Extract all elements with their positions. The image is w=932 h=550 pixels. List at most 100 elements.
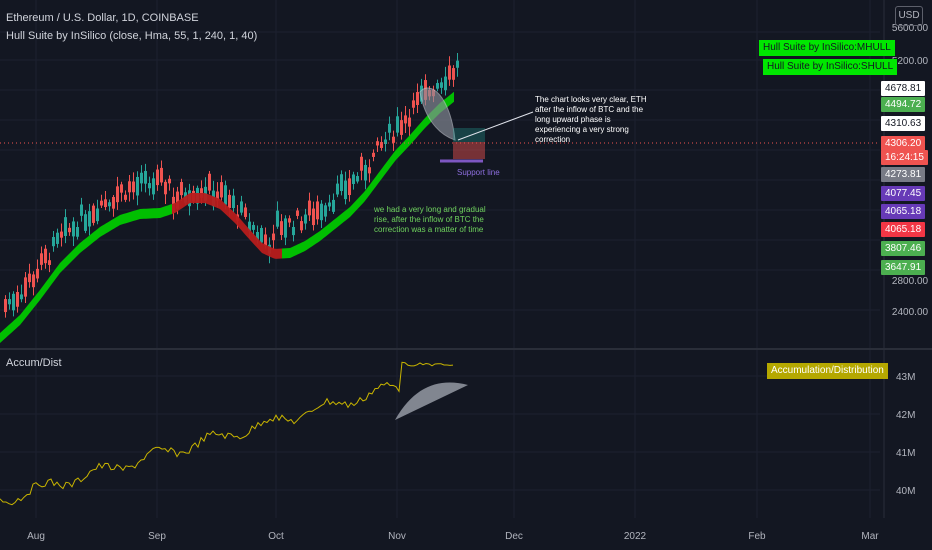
- candle-body: [412, 100, 415, 108]
- candle-body: [316, 201, 319, 220]
- candle-body: [216, 191, 219, 201]
- price-badge: 4494.72: [881, 97, 926, 112]
- candle-body: [24, 277, 27, 297]
- candle-body: [124, 194, 127, 200]
- candle-body: [140, 172, 143, 184]
- candle-body: [228, 194, 231, 208]
- support-line-label: Support line: [457, 168, 500, 177]
- candle-body: [20, 294, 23, 300]
- candle-body: [76, 226, 79, 237]
- candle-body: [248, 221, 251, 232]
- candle-body: [220, 182, 223, 198]
- correction-shape: [419, 87, 456, 141]
- candle-body: [356, 176, 359, 182]
- candle-body: [364, 164, 367, 181]
- chart-title: Ethereum / U.S. Dollar, 1D, COINBASE: [6, 12, 199, 24]
- candle-body: [148, 183, 151, 189]
- candle-body: [276, 210, 279, 227]
- x-tick-label: Dec: [505, 531, 523, 542]
- candle-body: [244, 207, 247, 217]
- candle-body: [164, 181, 167, 195]
- x-tick-label: Aug: [27, 531, 45, 542]
- candle-body: [180, 182, 183, 196]
- candle-body: [8, 299, 11, 305]
- candle-body: [44, 248, 47, 264]
- candle-body: [360, 156, 363, 171]
- price-badge: 4310.63: [881, 116, 926, 131]
- candle-body: [380, 142, 383, 148]
- candle-body: [144, 170, 147, 184]
- candle-body: [448, 65, 451, 80]
- candle-body: [72, 221, 75, 237]
- candle-body: [328, 202, 331, 207]
- candle-body: [160, 167, 163, 183]
- ad-tick-label: 41M: [896, 448, 915, 459]
- mhull-legend: Hull Suite by InSilico:MHULL: [759, 40, 895, 56]
- candle-body: [292, 226, 295, 236]
- candle-body: [28, 273, 31, 283]
- price-badge: 4077.45: [881, 186, 926, 201]
- candle-body: [260, 227, 263, 243]
- price-badge: 4065.18: [881, 222, 926, 237]
- candle-body: [40, 253, 43, 265]
- candle-body: [348, 178, 351, 196]
- candle-body: [120, 184, 123, 193]
- price-badge: 4678.81: [881, 81, 926, 96]
- candle-body: [272, 233, 275, 241]
- price-badge: 4273.81: [881, 167, 926, 182]
- price-badge: 3647.91: [881, 260, 926, 275]
- candle-body: [452, 68, 455, 80]
- candle-body: [372, 152, 375, 157]
- candle-body: [16, 291, 19, 307]
- annotation-correction: The chart looks very clear, ETH after th…: [535, 95, 647, 144]
- candle-body: [376, 141, 379, 146]
- candle-body: [300, 221, 303, 231]
- candle-body: [84, 214, 87, 231]
- candle-body: [60, 231, 63, 238]
- candle-body: [68, 227, 71, 233]
- candle-body: [64, 217, 67, 236]
- candle-body: [312, 208, 315, 226]
- candle-body: [136, 176, 139, 196]
- candle-body: [400, 120, 403, 135]
- price-badge: 16:24:15: [881, 150, 928, 165]
- candle-body: [116, 186, 119, 203]
- candle-body: [240, 201, 243, 213]
- accum-legend: Accumulation/Distribution: [767, 363, 888, 379]
- candle-body: [264, 234, 267, 246]
- candle-body: [200, 188, 203, 198]
- hull-band-down: [172, 193, 282, 259]
- candle-body: [108, 202, 111, 207]
- y-tick-label: 2800.00: [892, 276, 929, 287]
- candle-body: [284, 218, 287, 238]
- candle-body: [88, 211, 91, 227]
- candle-body: [128, 181, 131, 193]
- candle-body: [232, 195, 235, 209]
- candle-body: [152, 178, 155, 195]
- candle-body: [132, 181, 135, 193]
- candle-body: [288, 218, 291, 223]
- x-tick-label: Feb: [748, 531, 766, 542]
- currency-button[interactable]: USD: [895, 6, 923, 26]
- candle-body: [332, 199, 335, 212]
- stop-box: [453, 142, 485, 159]
- candle-body: [388, 123, 391, 133]
- candle-body: [396, 116, 399, 133]
- candle-body: [296, 210, 299, 216]
- accum-dist-title: Accum/Dist: [6, 357, 62, 369]
- candle-body: [336, 183, 339, 195]
- x-tick-label: Nov: [388, 531, 406, 542]
- candle-body: [320, 203, 323, 221]
- candle-body: [352, 174, 355, 185]
- candle-body: [100, 200, 103, 206]
- ad-annotation-shape: [395, 382, 468, 420]
- candle-body: [444, 76, 447, 91]
- candle-body: [340, 174, 343, 192]
- ad-line: [0, 361, 454, 506]
- y-tick-label: 5600.00: [892, 23, 929, 34]
- ad-tick-label: 43M: [896, 372, 915, 383]
- candle-body: [344, 180, 347, 200]
- candle-body: [368, 167, 371, 174]
